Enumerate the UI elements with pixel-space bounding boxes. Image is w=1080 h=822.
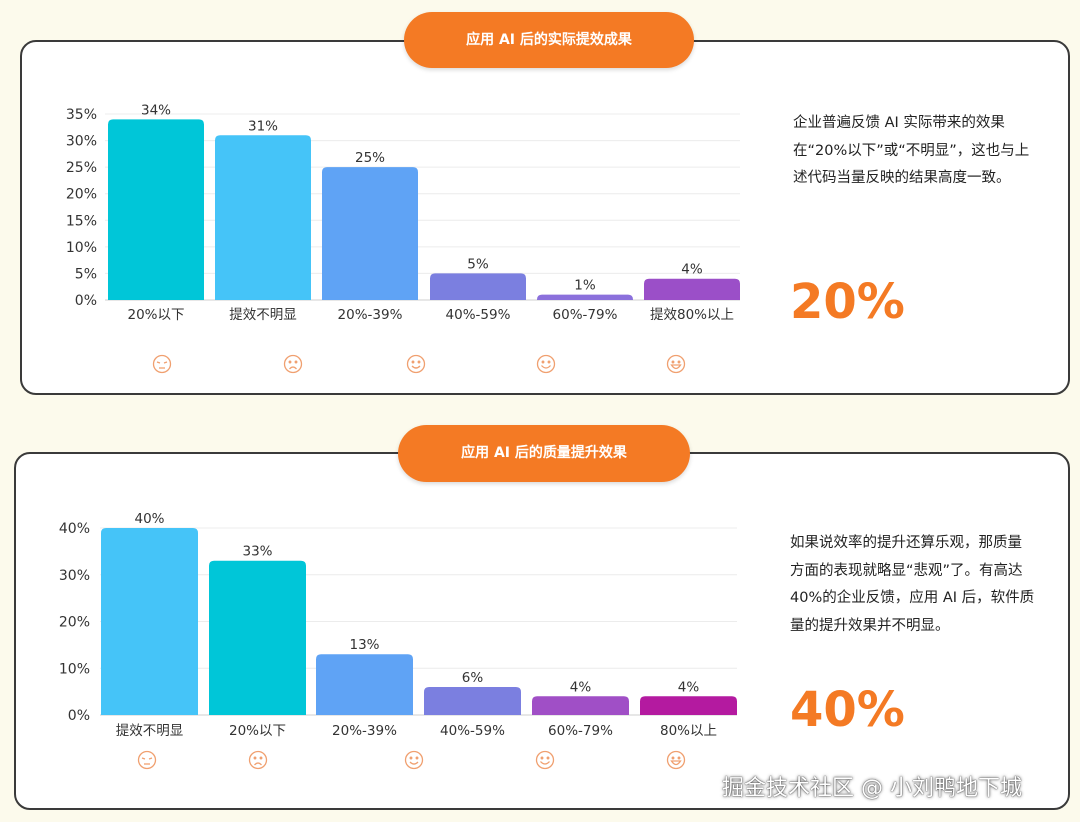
bar bbox=[640, 696, 737, 715]
y-tick-label: 20% bbox=[59, 615, 90, 631]
happy-face-icon bbox=[535, 750, 555, 770]
y-tick-label: 0% bbox=[75, 293, 97, 309]
bar bbox=[430, 273, 526, 300]
grin-face-icon bbox=[666, 354, 686, 374]
bar-value-label: 31% bbox=[248, 118, 278, 134]
annoyed-face-icon bbox=[152, 354, 172, 374]
bar-value-label: 5% bbox=[467, 256, 489, 272]
happy-face-icon bbox=[536, 354, 556, 374]
y-tick-label: 40% bbox=[59, 521, 90, 537]
bar bbox=[322, 167, 418, 300]
watermark: 掘金技术社区 @ 小刘鸭地下城 bbox=[722, 776, 1022, 801]
y-tick-label: 15% bbox=[66, 213, 97, 229]
x-category-label: 提效不明显 bbox=[116, 723, 184, 739]
y-tick-label: 0% bbox=[68, 708, 90, 724]
y-tick-label: 35% bbox=[66, 107, 97, 123]
panel-title-quality: 应用 AI 后的质量提升效果 bbox=[398, 425, 690, 482]
quality-highlight: 40% bbox=[790, 682, 905, 738]
bar-value-label: 4% bbox=[681, 262, 703, 278]
x-category-label: 20%以下 bbox=[229, 723, 286, 739]
quality-description: 如果说效率的提升还算乐观，那质量方面的表现就略显“悲观”了。有高达 40%的企业… bbox=[790, 535, 1035, 634]
grin-face-icon bbox=[666, 750, 686, 770]
y-tick-label: 30% bbox=[59, 568, 90, 584]
x-category-label: 40%-59% bbox=[440, 723, 505, 739]
x-category-label: 提效80%以上 bbox=[650, 307, 734, 323]
smile-face-icon bbox=[404, 750, 424, 770]
bar bbox=[424, 686, 521, 715]
bar-value-label: 6% bbox=[462, 670, 484, 686]
x-category-label: 60%-79% bbox=[553, 307, 618, 323]
sad-face-icon bbox=[283, 354, 303, 374]
bar-value-label: 40% bbox=[134, 511, 164, 527]
x-category-label: 20%-39% bbox=[332, 723, 397, 739]
bar-value-label: 1% bbox=[574, 278, 596, 294]
panel-title-efficiency: 应用 AI 后的实际提效成果 bbox=[404, 12, 694, 68]
bar-value-label: 13% bbox=[349, 637, 379, 653]
x-category-label: 60%-79% bbox=[548, 723, 613, 739]
bar bbox=[108, 119, 204, 300]
x-category-label: 20%-39% bbox=[338, 307, 403, 323]
bar-value-label: 33% bbox=[242, 544, 272, 560]
bar bbox=[101, 528, 198, 715]
bar-value-label: 25% bbox=[355, 150, 385, 166]
x-category-label: 40%-59% bbox=[446, 307, 511, 323]
bar bbox=[316, 654, 413, 715]
y-tick-label: 25% bbox=[66, 160, 97, 176]
bar-value-label: 4% bbox=[678, 679, 700, 695]
y-tick-label: 10% bbox=[66, 240, 97, 256]
y-tick-label: 5% bbox=[75, 266, 97, 282]
y-tick-label: 10% bbox=[59, 661, 90, 677]
annoyed-face-icon bbox=[137, 750, 157, 770]
smile-face-icon bbox=[406, 354, 426, 374]
x-category-label: 20%以下 bbox=[127, 307, 184, 323]
x-category-label: 提效不明显 bbox=[229, 307, 297, 323]
efficiency-description: 企业普遍反馈 AI 实际带来的效果在“20%以下”或“不明显”，这也与上述代码当… bbox=[793, 115, 1030, 186]
bar-value-label: 4% bbox=[570, 679, 592, 695]
sad-face-icon bbox=[248, 750, 268, 770]
x-category-label: 80%以上 bbox=[660, 723, 717, 739]
bar bbox=[209, 560, 306, 715]
bar bbox=[532, 696, 629, 715]
bar-value-label: 34% bbox=[141, 102, 171, 118]
bar bbox=[644, 278, 740, 300]
y-tick-label: 30% bbox=[66, 134, 97, 150]
y-tick-label: 20% bbox=[66, 187, 97, 203]
bar bbox=[537, 294, 633, 300]
efficiency-highlight: 20% bbox=[790, 274, 905, 330]
bar bbox=[215, 135, 311, 300]
